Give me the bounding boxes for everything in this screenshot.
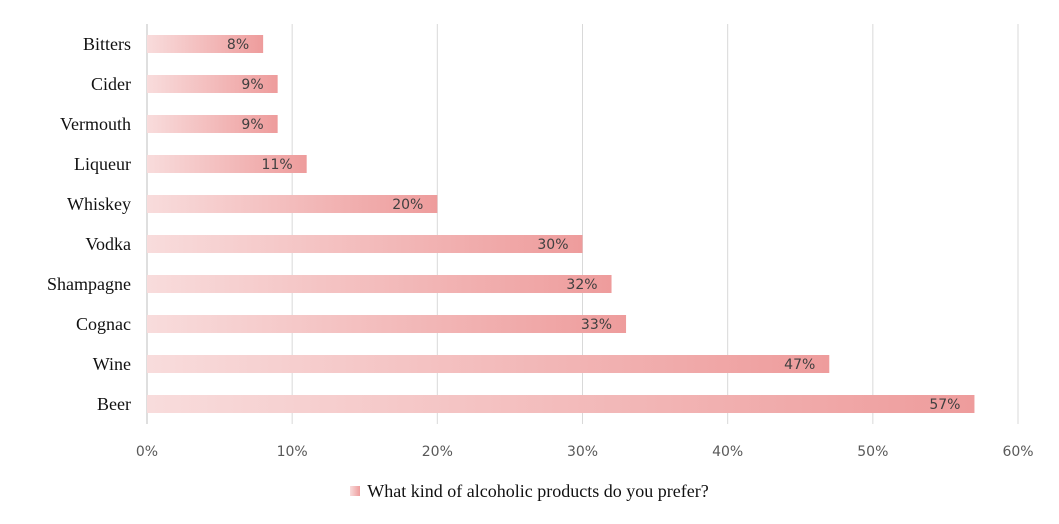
bar bbox=[147, 235, 583, 253]
category-label: Liqueur bbox=[74, 154, 131, 174]
data-label: 57% bbox=[929, 397, 960, 413]
data-label: 9% bbox=[241, 77, 263, 93]
data-label: 8% bbox=[227, 37, 249, 53]
bar bbox=[147, 115, 278, 133]
data-label: 30% bbox=[537, 237, 568, 253]
bar bbox=[147, 195, 438, 213]
x-tick-label: 0% bbox=[136, 444, 158, 460]
bar bbox=[147, 315, 627, 333]
bar bbox=[147, 35, 264, 53]
data-label: 20% bbox=[392, 197, 423, 213]
category-label: Wine bbox=[93, 354, 131, 374]
data-label: 32% bbox=[566, 277, 597, 293]
category-label: Bitters bbox=[83, 34, 131, 54]
category-label: Whiskey bbox=[67, 194, 131, 214]
x-tick-label: 20% bbox=[422, 444, 453, 460]
data-label: 11% bbox=[262, 157, 293, 173]
bar-chart: 0% 10% 20% 30% 40% 50% 60% Bitters 8% Cider 9% Verm… bbox=[47, 24, 1034, 460]
x-tick-label: 10% bbox=[277, 444, 308, 460]
bar bbox=[147, 395, 975, 413]
legend-label: What kind of alcoholic products do you p… bbox=[367, 481, 709, 501]
data-label: 47% bbox=[784, 357, 815, 373]
legend: What kind of alcoholic products do you p… bbox=[0, 481, 1059, 502]
x-tick-label: 60% bbox=[1002, 444, 1033, 460]
x-tick-label: 30% bbox=[567, 444, 598, 460]
bar bbox=[147, 155, 307, 173]
category-label: Beer bbox=[97, 394, 131, 414]
category-label: Vodka bbox=[85, 234, 131, 254]
data-label: 9% bbox=[241, 117, 263, 133]
bar bbox=[147, 275, 612, 293]
category-label: Shampagne bbox=[47, 274, 131, 294]
data-label: 33% bbox=[581, 317, 612, 333]
bar bbox=[147, 75, 278, 93]
bar bbox=[147, 355, 830, 373]
legend-swatch bbox=[350, 486, 361, 496]
x-tick-label: 40% bbox=[712, 444, 743, 460]
category-label: Cognac bbox=[76, 314, 131, 334]
category-label: Vermouth bbox=[60, 114, 131, 134]
category-label: Cider bbox=[91, 74, 131, 94]
x-tick-label: 50% bbox=[857, 444, 888, 460]
